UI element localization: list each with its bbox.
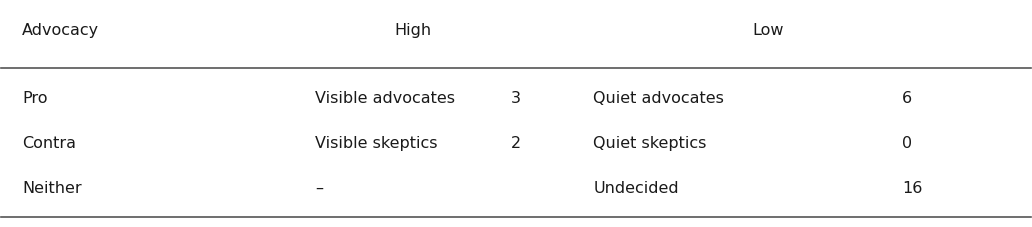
Text: 16: 16 bbox=[902, 180, 923, 195]
Text: Visible skeptics: Visible skeptics bbox=[316, 135, 438, 150]
Text: 6: 6 bbox=[902, 90, 912, 105]
Text: Quiet skeptics: Quiet skeptics bbox=[593, 135, 707, 150]
Text: Pro: Pro bbox=[22, 90, 47, 105]
Text: –: – bbox=[316, 180, 323, 195]
Text: 0: 0 bbox=[902, 135, 912, 150]
Text: Visible advocates: Visible advocates bbox=[316, 90, 455, 105]
Text: Quiet advocates: Quiet advocates bbox=[593, 90, 724, 105]
Text: 3: 3 bbox=[511, 90, 521, 105]
Text: 2: 2 bbox=[511, 135, 521, 150]
Text: Contra: Contra bbox=[22, 135, 76, 150]
Text: Low: Low bbox=[752, 23, 784, 38]
Text: Undecided: Undecided bbox=[593, 180, 679, 195]
Text: High: High bbox=[394, 23, 431, 38]
Text: Advocacy: Advocacy bbox=[22, 23, 99, 38]
Text: Neither: Neither bbox=[22, 180, 82, 195]
